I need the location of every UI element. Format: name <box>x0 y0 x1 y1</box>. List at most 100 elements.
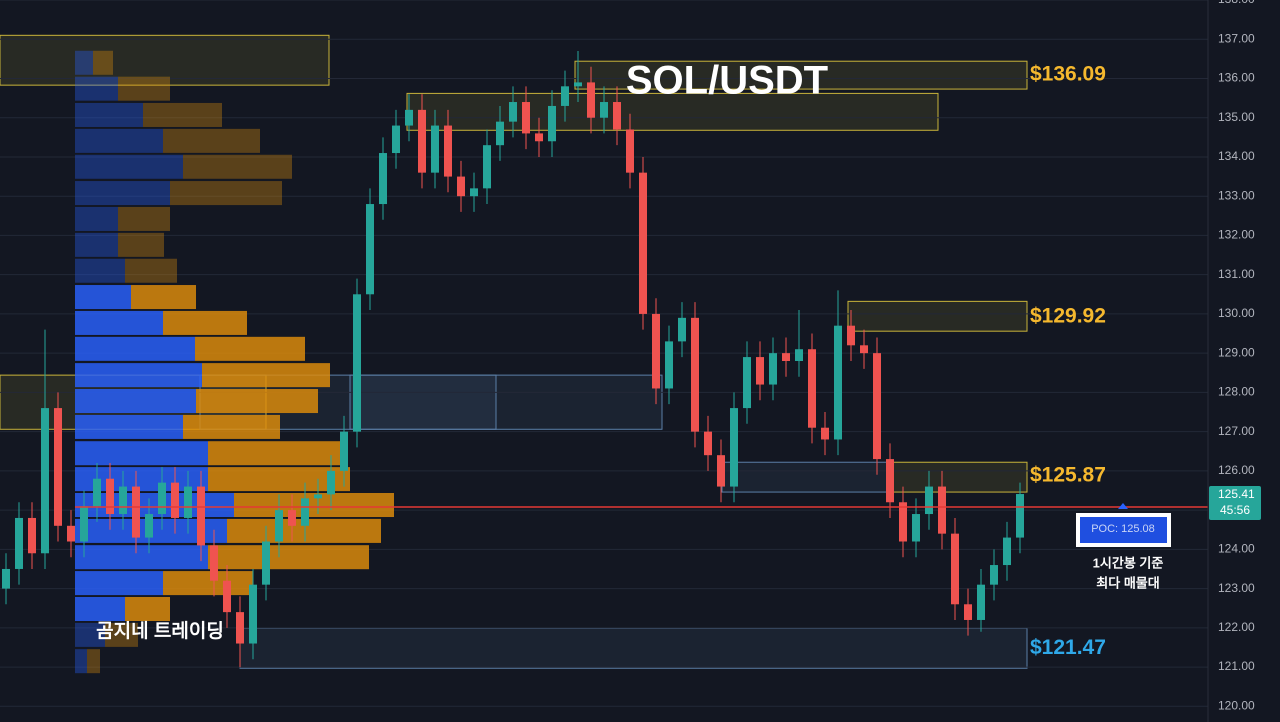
annotation-line: 1시간봉 기준 <box>1093 555 1164 570</box>
candle-body <box>665 341 673 389</box>
candle-body <box>262 541 270 585</box>
profile-buy <box>75 285 131 310</box>
y-tick-label: 133.00 <box>1218 188 1255 202</box>
y-tick-label: 132.00 <box>1218 228 1255 242</box>
profile-sell <box>208 467 350 492</box>
y-tick-label: 126.00 <box>1218 463 1255 477</box>
candle-body <box>548 105 556 142</box>
y-tick-label: 127.00 <box>1218 424 1255 438</box>
profile-buy <box>75 310 163 335</box>
candle-body <box>1003 537 1011 566</box>
candle-body <box>821 427 829 440</box>
candle-body <box>912 514 920 542</box>
profile-sell <box>118 76 170 101</box>
candle-body <box>353 294 361 432</box>
profile-buy <box>75 545 208 570</box>
profile-sell <box>93 50 113 75</box>
profile-buy <box>75 363 202 388</box>
candle-body <box>795 349 803 361</box>
y-tick-label: 122.00 <box>1218 620 1255 634</box>
profile-buy <box>75 181 170 206</box>
profile-sell <box>195 336 305 361</box>
candle-body <box>314 494 322 499</box>
candles <box>2 51 1024 668</box>
candle-body <box>782 353 790 361</box>
profile-sell <box>170 181 282 206</box>
profile-sell <box>208 545 369 570</box>
candle-body <box>327 470 335 495</box>
candle-body <box>288 510 296 526</box>
profile-sell <box>183 414 280 439</box>
y-tick-label: 121.00 <box>1218 659 1255 673</box>
candle-body <box>964 604 972 620</box>
y-tick-label: 129.00 <box>1218 345 1255 359</box>
profile-sell <box>163 571 253 596</box>
candle-body <box>236 612 244 644</box>
zone-label: $125.87 <box>1030 464 1106 487</box>
candle-body <box>41 408 49 554</box>
profile-sell <box>118 206 170 231</box>
candle-body <box>106 478 114 515</box>
profile-buy <box>75 232 118 257</box>
candle-body <box>652 313 660 389</box>
zone-box <box>0 34 330 86</box>
candle-body <box>145 514 153 538</box>
volume-profile <box>75 50 394 674</box>
profile-sell <box>125 596 170 621</box>
candle-body <box>691 317 699 432</box>
candle-body <box>483 145 491 189</box>
profile-buy <box>75 596 125 621</box>
candle-body <box>678 317 686 342</box>
profile-buy <box>75 154 183 179</box>
candle-body <box>704 431 712 456</box>
profile-buy <box>75 76 118 101</box>
candle-body <box>431 125 439 173</box>
profile-buy <box>75 206 118 231</box>
profile-sell <box>163 310 247 335</box>
candle-body <box>990 565 998 585</box>
candle-body <box>769 353 777 385</box>
profile-sell <box>202 363 330 388</box>
profile-buy <box>75 414 183 439</box>
profile-buy <box>75 492 234 518</box>
y-tick-label: 123.00 <box>1218 581 1255 595</box>
candle-body <box>730 408 738 487</box>
candle-body <box>418 109 426 173</box>
profile-buy <box>75 102 143 127</box>
candle-body <box>184 486 192 518</box>
candle-body <box>80 506 88 542</box>
candle-body <box>873 353 881 460</box>
candle-body <box>639 172 647 314</box>
y-tick-label: 136.00 <box>1218 71 1255 85</box>
y-tick-label: 120.00 <box>1218 698 1255 712</box>
profile-sell <box>125 258 177 283</box>
candle-body <box>1016 494 1024 538</box>
candle-body <box>2 568 10 589</box>
zone-label: $136.09 <box>1030 62 1106 85</box>
profile-sell <box>143 102 222 127</box>
candle-body <box>28 517 36 554</box>
candle-body <box>171 482 179 518</box>
profile-buy <box>75 128 163 153</box>
candle-body <box>158 482 166 515</box>
candle-body <box>613 102 621 130</box>
zone-box <box>721 461 888 493</box>
price-axis-panel <box>1208 0 1280 722</box>
y-tick-label: 128.00 <box>1218 385 1255 399</box>
candle-body <box>977 584 985 620</box>
zone-box <box>349 374 497 430</box>
candle-body <box>834 325 842 440</box>
y-tick-label: 124.00 <box>1218 542 1255 556</box>
candle-body <box>119 486 127 515</box>
profile-buy <box>75 441 208 466</box>
candle-body <box>197 486 205 546</box>
candle-body <box>54 408 62 526</box>
candle-body <box>756 357 764 385</box>
zone-box <box>239 627 1028 669</box>
y-tick-label: 130.00 <box>1218 306 1255 320</box>
y-tick-label: 135.00 <box>1218 110 1255 124</box>
candle-body <box>340 431 348 471</box>
profile-sell <box>87 649 100 674</box>
